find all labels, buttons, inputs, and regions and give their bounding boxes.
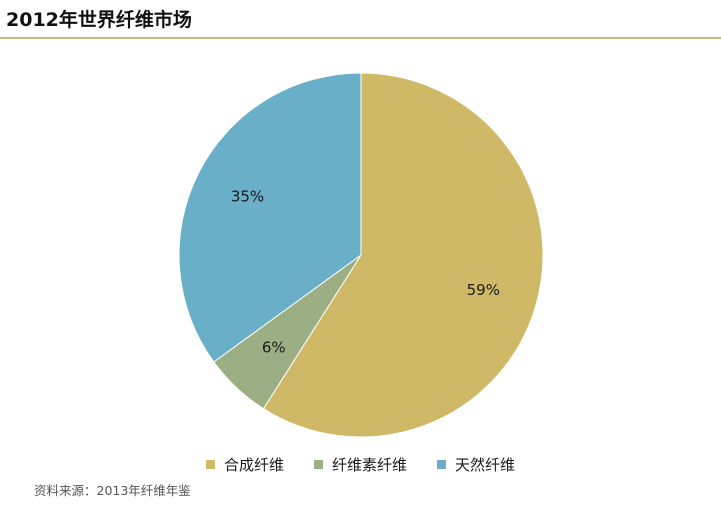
pie-data-label-natural: 35% (231, 188, 264, 206)
pie-data-label-cellulose: 6% (262, 338, 286, 356)
chart-title: 2012年世界纤维市场 (6, 9, 192, 31)
pie-slices (178, 72, 544, 438)
pie-slice-natural (178, 72, 362, 363)
legend-label-synthetic: 合成纤维 (223, 456, 284, 474)
legend-item-natural: 天然纤维 (437, 454, 515, 475)
pie-data-label-synthetic: 59% (467, 281, 500, 299)
legend-label-natural: 天然纤维 (455, 456, 516, 474)
pie-data-labels: 59% 6% 35% (231, 188, 500, 357)
legend-swatch-cellulose (313, 460, 323, 469)
pie-slice-synthetic (262, 72, 544, 438)
legend-item-synthetic: 合成纤维 (205, 454, 284, 475)
legend: 合成纤维 纤维素纤维 天然纤维 (0, 454, 721, 475)
pie-chart: 59% 6% 35% (178, 72, 544, 438)
legend-item-cellulose: 纤维素纤维 (313, 454, 407, 475)
source-note: 资料来源：2013年纤维年鉴 (34, 483, 191, 498)
legend-swatch-synthetic (205, 460, 215, 469)
title-divider (0, 37, 721, 39)
legend-swatch-natural (437, 460, 446, 469)
legend-label-cellulose: 纤维素纤维 (331, 456, 407, 474)
